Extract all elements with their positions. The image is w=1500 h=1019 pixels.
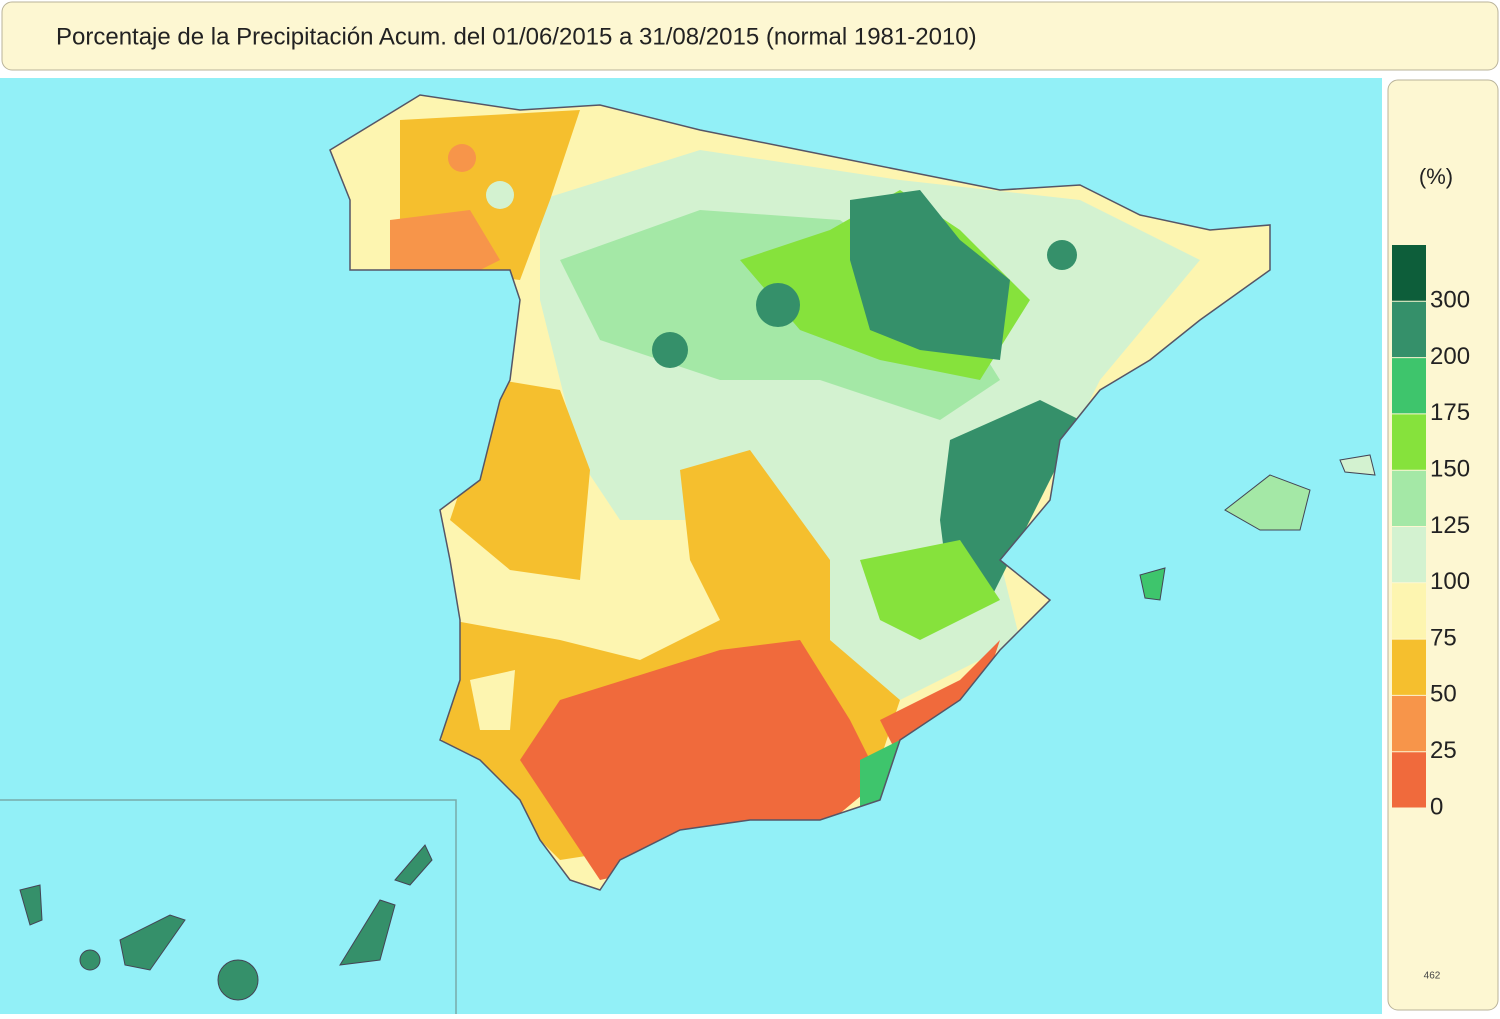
coastline [329, 94, 1271, 891]
islands [19, 454, 1376, 1001]
title-bar [1, 1, 1499, 71]
legend-swatch [1392, 695, 1426, 752]
legend-unit: (%) [1419, 164, 1453, 189]
legend-swatch [1392, 413, 1426, 471]
legend-tick-label: 150 [1430, 456, 1470, 483]
legend-tick-label: 175 [1430, 399, 1470, 426]
legend: 0 25 50 75 100 125 150 175 200 300 [1392, 245, 1470, 820]
legend-tick-label: 300 [1430, 287, 1470, 314]
legend-tick-label: 25 [1430, 737, 1457, 764]
map-code: 462 [1424, 971, 1441, 982]
legend-swatch [1392, 470, 1426, 527]
legend-swatch [1392, 357, 1426, 414]
legend-tick-label: 75 [1430, 624, 1457, 651]
legend-tick-label: 0 [1430, 793, 1443, 820]
legend-swatch [1392, 751, 1426, 808]
legend-tick-label: 100 [1430, 568, 1470, 595]
legend-tick-label: 125 [1430, 512, 1470, 539]
legend-swatch [1392, 526, 1426, 583]
legend-swatch [1392, 301, 1426, 358]
legend-swatch [1392, 245, 1426, 302]
legend-swatch [1392, 582, 1426, 640]
legend-tick-label: 200 [1430, 343, 1470, 370]
legend-swatch [1392, 639, 1426, 696]
map-title: Porcentaje de la Precipitación Acum. del… [56, 23, 977, 50]
legend-tick-label: 50 [1430, 681, 1457, 708]
inset-frame [0, 799, 457, 1014]
